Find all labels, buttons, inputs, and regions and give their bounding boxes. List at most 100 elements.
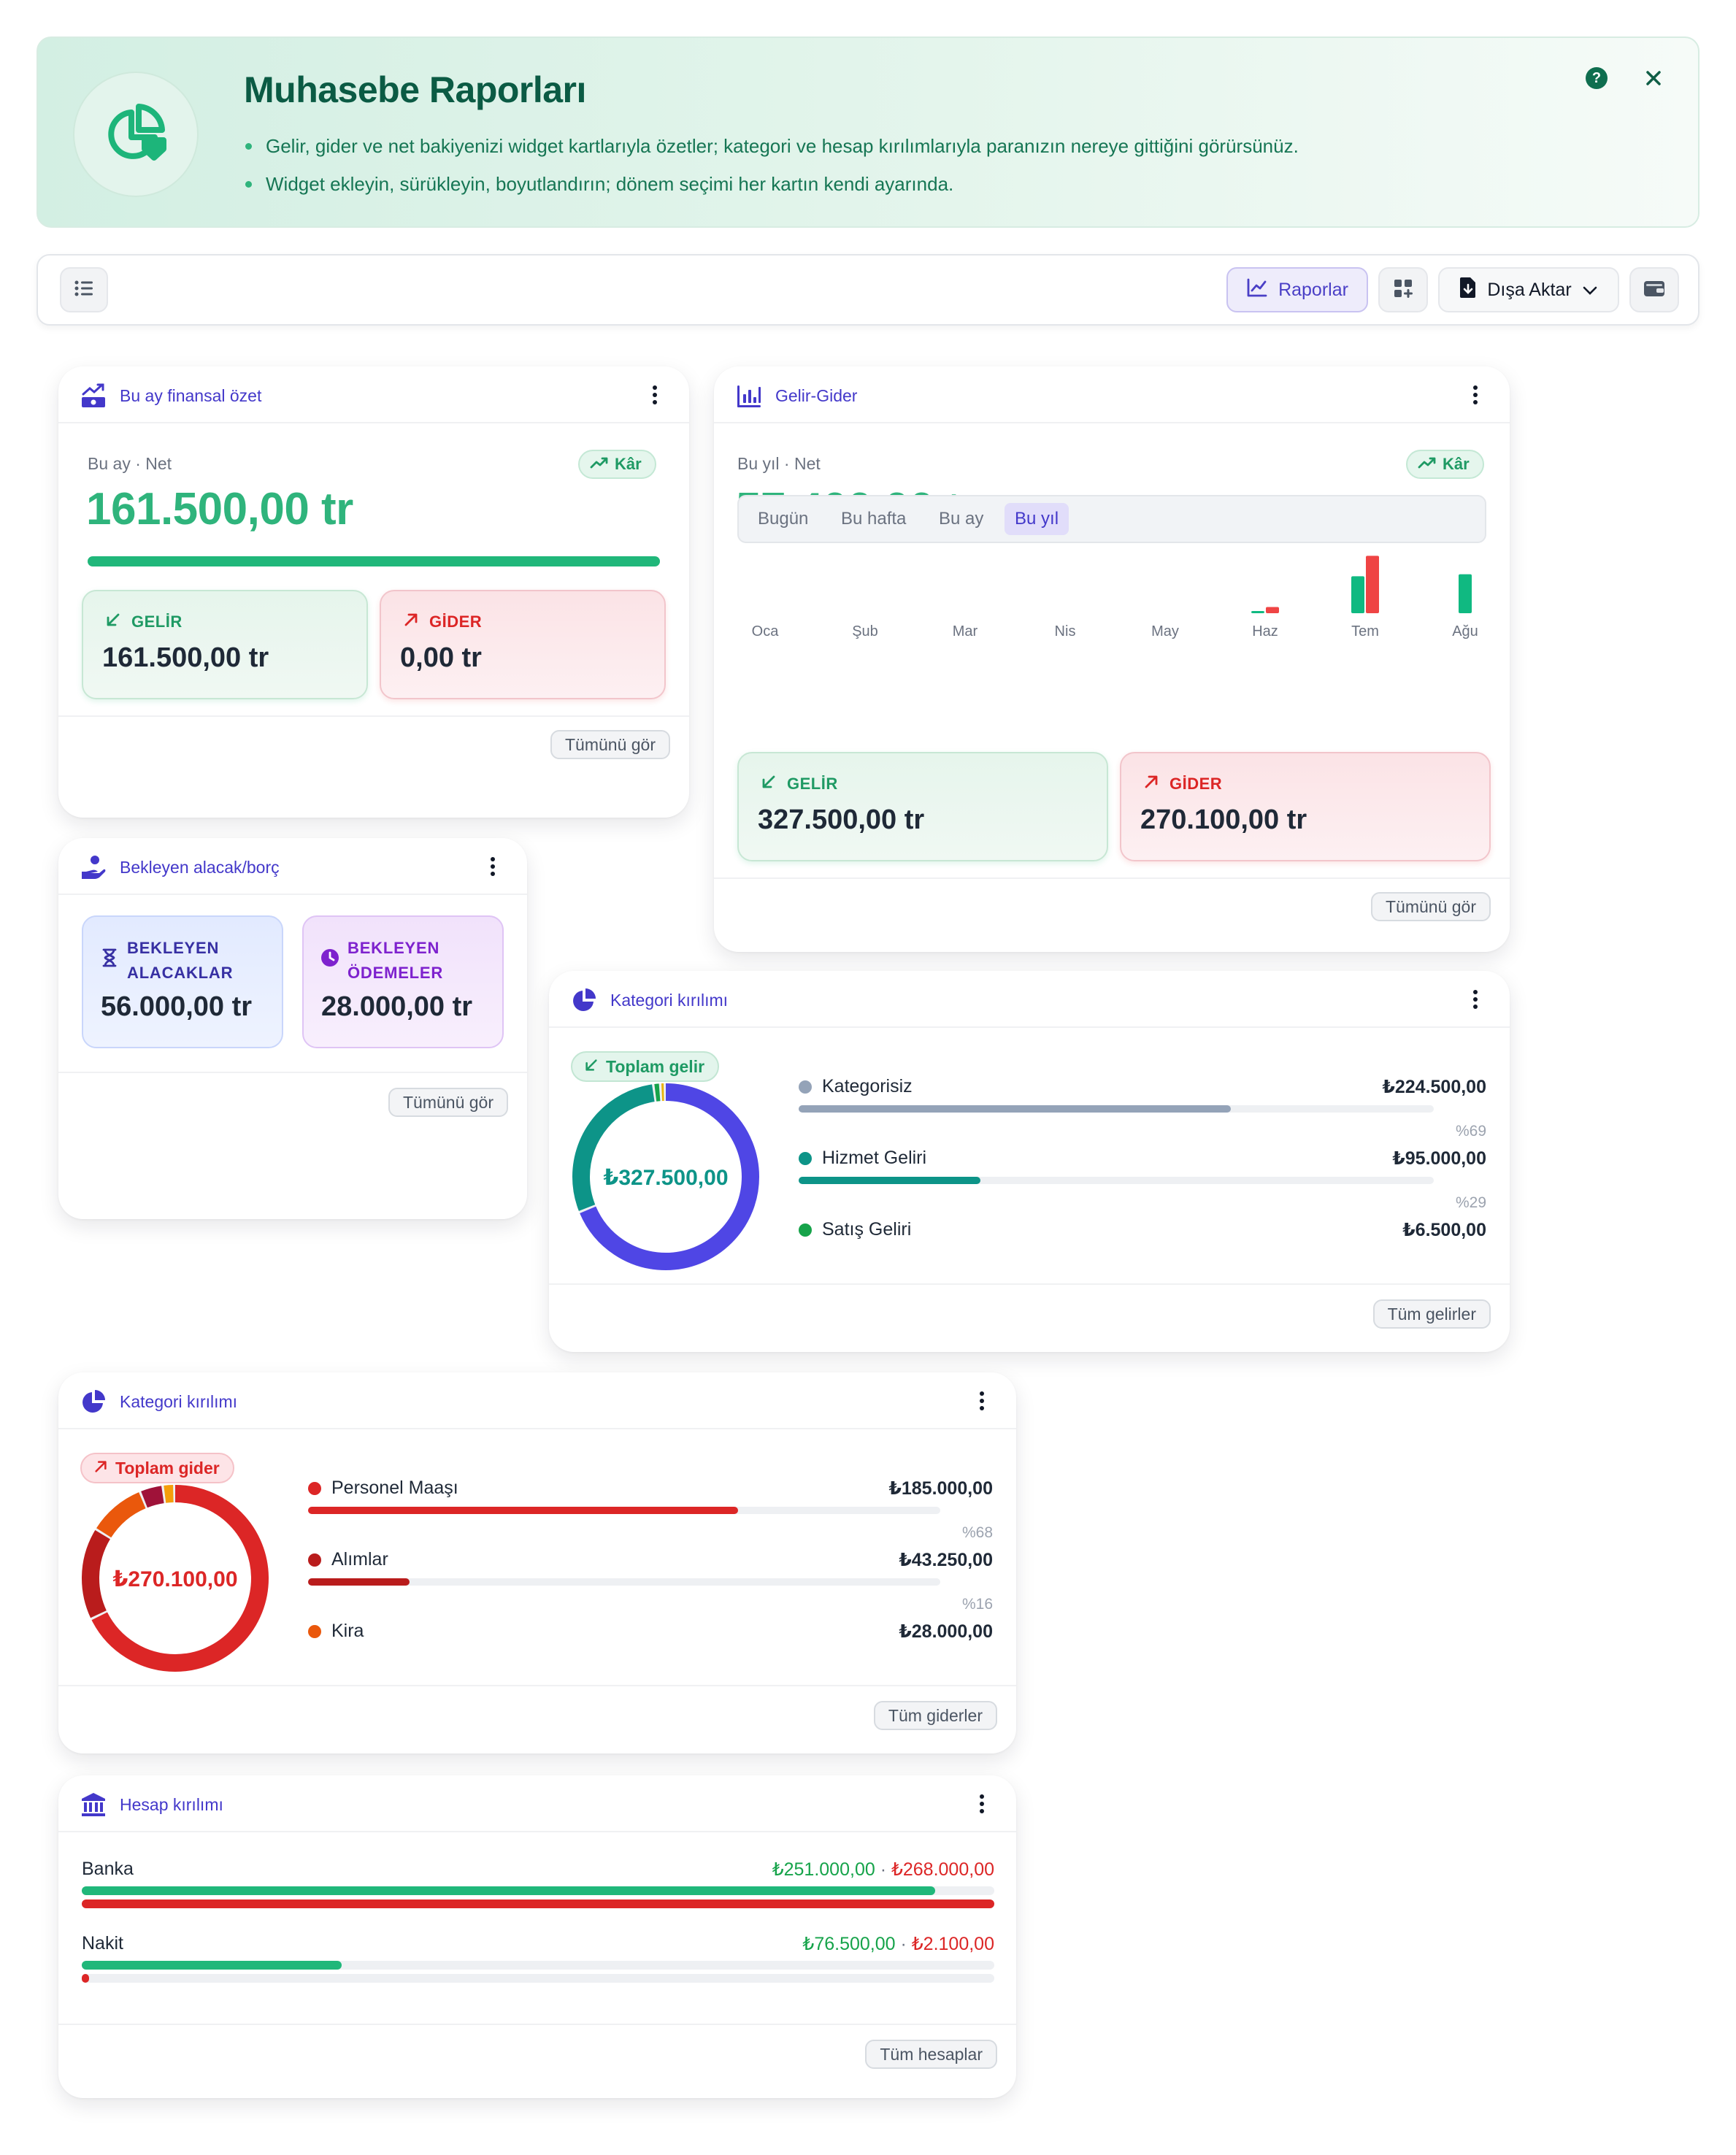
donut-slice [82, 1485, 269, 1672]
expense-card[interactable]: GİDER 270.100,00 tr [1120, 752, 1491, 861]
all-accounts-button[interactable]: Tüm hesaplar [865, 2040, 997, 2069]
accounts-widget[interactable]: Hesap kırılımı Tüm hesaplar Banka ₺251.00… [58, 1775, 1016, 2098]
account-values: ₺251.000,00 · ₺268.000,00 [772, 1859, 994, 1881]
month-label: Oca [751, 623, 779, 639]
income-card[interactable]: GELİR 161.500,00 tr [82, 590, 368, 699]
category-row[interactable]: Kategorisiz ₺224.500,00 %69 [799, 1076, 1486, 1142]
month-label: Ağu [1452, 623, 1478, 639]
net-progress-fill [88, 556, 660, 566]
income-category-widget[interactable]: Kategori kırılımı Toplam gelir ₺327.500,… [549, 971, 1510, 1352]
category-bar-fill [308, 1507, 738, 1514]
reports-button[interactable]: Raporlar [1226, 267, 1368, 312]
account-income: ₺76.500,00 [802, 1934, 896, 1954]
category-color-dot [308, 1482, 321, 1495]
category-bar [308, 1578, 940, 1586]
widget-menu-icon[interactable] [650, 383, 660, 409]
total-expense-label: Toplam gider [115, 1458, 220, 1478]
expense-card[interactable]: GİDER 0,00 tr [380, 590, 666, 699]
chevron-down-icon [1582, 280, 1598, 301]
toolbar: Raporlar Dışa Aktar [37, 254, 1699, 326]
expense-category-widget[interactable]: Kategori kırılımı Toplam gider ₺270.100,… [58, 1372, 1016, 1753]
account-income-bar [82, 1886, 994, 1895]
receivables-value: 56.000,00 tr [101, 991, 253, 1022]
donut-total: ₺327.500,00 [603, 1166, 729, 1190]
close-icon[interactable] [1638, 63, 1669, 93]
arrow-up-right-icon [403, 612, 419, 632]
widget-menu-icon[interactable] [977, 1791, 987, 1818]
month-label: Nis [1054, 623, 1076, 639]
view-all-button[interactable]: Tümünü gör [1370, 892, 1491, 921]
donut-total: ₺270.100,00 [112, 1567, 238, 1591]
month-label: Mar [952, 623, 978, 639]
export-dropdown[interactable]: Dışa Aktar [1438, 267, 1619, 312]
profit-badge: Kâr [1406, 450, 1484, 479]
expense-card-label: GİDER [1143, 774, 1222, 794]
period-today[interactable]: Bugün [758, 509, 809, 529]
pending-widget[interactable]: Bekleyen alacak/borç BEKLEYEN ALACAKLAR … [58, 838, 527, 1219]
category-percent: %29 [1455, 1194, 1486, 1211]
category-row[interactable]: Alımlar ₺43.250,00 %16 [308, 1549, 993, 1615]
help-icon[interactable]: ? [1586, 67, 1608, 89]
category-name: Satış Geliri [822, 1219, 912, 1240]
category-percent: %68 [961, 1524, 993, 1541]
category-row[interactable]: Personel Maaşı ₺185.000,00 %68 [308, 1478, 993, 1543]
widget-title: Bekleyen alacak/borç [120, 858, 280, 877]
category-amount: ₺95.000,00 [1392, 1148, 1486, 1169]
account-expense: ₺268.000,00 [891, 1859, 994, 1880]
widget-header: Bu ay finansal özet [58, 366, 689, 423]
view-all-button[interactable]: Tümünü gör [388, 1088, 508, 1117]
grid-add-icon [1393, 278, 1413, 302]
donut-slice [572, 1083, 759, 1270]
donut-slice [572, 1083, 759, 1270]
income-value: 327.500,00 tr [758, 804, 925, 835]
widget-menu-icon[interactable] [1470, 987, 1480, 1013]
account-income: ₺251.000,00 [772, 1859, 875, 1880]
period-year[interactable]: Bu yıl [1005, 503, 1069, 535]
category-bar [308, 1507, 940, 1514]
arrow-up-right-icon [1143, 774, 1159, 794]
account-expense: ₺2.100,00 [911, 1934, 994, 1954]
income-expense-widget[interactable]: Gelir-Gider Bu yıl · Net Kâr 57.400,00 t… [714, 366, 1510, 952]
period-label: Bu ay · Net [88, 454, 172, 473]
all-income-button[interactable]: Tüm gelirler [1372, 1299, 1491, 1329]
finance-summary-icon [80, 383, 107, 409]
file-export-icon [1459, 277, 1477, 304]
period-week[interactable]: Bu hafta [841, 509, 907, 529]
expense-value: 270.100,00 tr [1140, 804, 1307, 835]
receivables-card[interactable]: BEKLEYEN ALACAKLAR 56.000,00 tr [82, 915, 283, 1048]
category-amount: ₺6.500,00 [1402, 1220, 1486, 1240]
divider [58, 715, 689, 717]
net-value: 161.500,00 tr [86, 484, 353, 534]
account-income-bar [82, 1961, 994, 1970]
pie-chart-icon [73, 72, 199, 197]
month-label: Haz [1252, 623, 1278, 639]
period-month[interactable]: Bu ay [939, 509, 984, 529]
wallet-button[interactable] [1629, 267, 1679, 312]
account-bar-fill [82, 1974, 89, 1983]
chart-bar-Haz [1251, 611, 1264, 613]
net-progress-bar [88, 556, 660, 566]
category-name: Hizmet Geliri [822, 1148, 927, 1168]
widget-menu-icon[interactable] [1470, 383, 1480, 409]
all-expenses-button[interactable]: Tüm giderler [873, 1701, 997, 1730]
category-row[interactable]: Hizmet Geliri ₺95.000,00 %29 [799, 1148, 1486, 1213]
widget-menu-icon[interactable] [488, 854, 498, 880]
income-card[interactable]: GELİR 327.500,00 tr [737, 752, 1108, 861]
export-label: Dışa Aktar [1487, 279, 1572, 300]
payables-card[interactable]: BEKLEYEN ÖDEMELER 28.000,00 tr [302, 915, 504, 1048]
income-expense-bar-chart [1251, 556, 1472, 613]
category-name: Personel Maaşı [331, 1478, 458, 1498]
view-all-button[interactable]: Tümünü gör [550, 730, 670, 759]
account-bar-fill [82, 1899, 994, 1908]
list-view-button[interactable] [60, 267, 108, 312]
monthly-summary-widget[interactable]: Bu ay finansal özet Bu ay · Net Kâr 161.… [58, 366, 689, 818]
widget-menu-icon[interactable] [977, 1388, 987, 1415]
add-widget-button[interactable] [1378, 267, 1428, 312]
trending-up-icon [590, 455, 609, 474]
category-row[interactable]: Satış Geliri ₺6.500,00 [799, 1219, 1486, 1285]
category-row[interactable]: Kira ₺28.000,00 [308, 1621, 993, 1686]
banner-bullet: Gelir, gider ve net bakiyenizi widget ka… [244, 127, 1299, 165]
arrow-up-right-icon [93, 1459, 108, 1478]
category-color-dot [799, 1080, 812, 1094]
account-values: ₺76.500,00 · ₺2.100,00 [802, 1933, 994, 1955]
